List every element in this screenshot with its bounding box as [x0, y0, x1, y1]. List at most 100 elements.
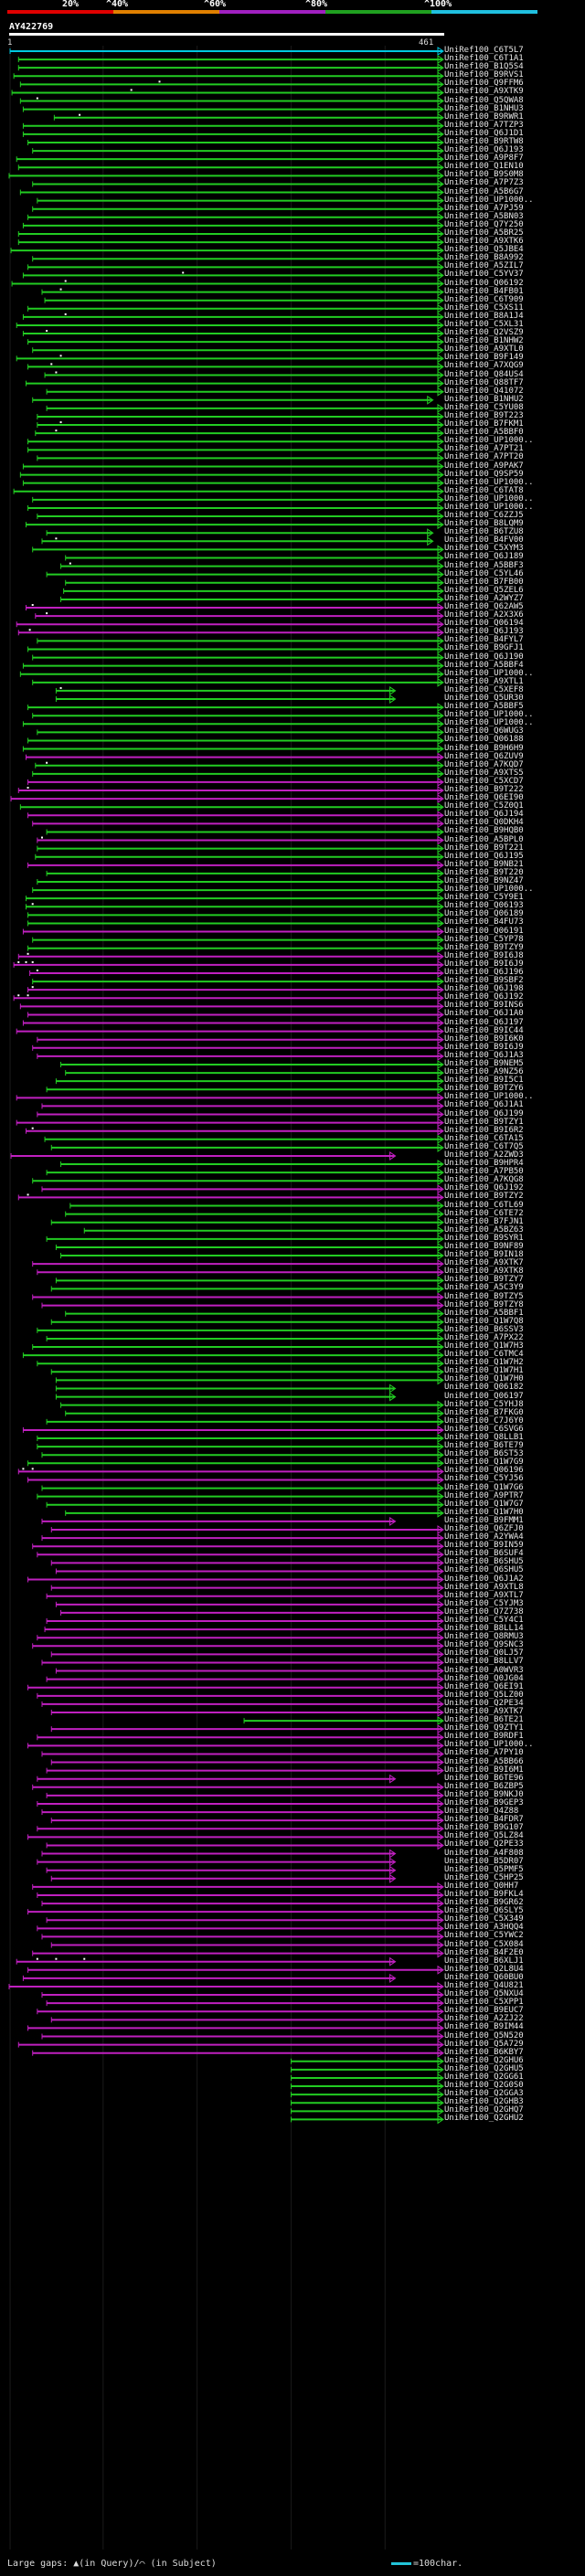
hit-label[interactable]: UniRef100_B6ZBP5	[444, 1781, 524, 1791]
hit-alignment-206[interactable]	[41, 1749, 444, 1759]
hit-label[interactable]: UniRef100_B9IN18	[444, 1250, 524, 1260]
hit-alignment-207[interactable]	[50, 1757, 444, 1767]
hit-alignment-75[interactable]	[22, 661, 444, 671]
hit-alignment-46[interactable]	[37, 420, 444, 429]
hit-alignment-33[interactable]	[22, 312, 444, 322]
hit-alignment-139[interactable]	[17, 1193, 444, 1203]
hit-label[interactable]: UniRef100_B1Q5S4	[444, 62, 524, 72]
hit-label[interactable]: UniRef100_Q2GG61	[444, 2072, 524, 2082]
hit-label[interactable]: UniRef100_B9SBF2	[444, 976, 524, 986]
hit-label[interactable]: UniRef100_Q06194	[444, 619, 524, 629]
hit-alignment-95[interactable]	[46, 827, 444, 837]
hit-alignment-131[interactable]	[26, 1126, 444, 1136]
hit-label[interactable]: UniRef100_Q0JG04	[444, 1673, 524, 1683]
hit-alignment-58[interactable]	[26, 520, 444, 530]
hit-alignment-77[interactable]	[32, 677, 444, 687]
hit-label[interactable]: UniRef100_B9IM44	[444, 2022, 524, 2032]
hit-alignment-3[interactable]	[17, 63, 444, 73]
hit-alignment-129[interactable]	[37, 1109, 444, 1119]
hit-label[interactable]: UniRef100_A5C3Y9	[444, 1283, 524, 1293]
hit-label[interactable]: UniRef100_A2X3X6	[444, 610, 524, 620]
hit-label[interactable]: UniRef100_B9I6M1	[444, 1765, 524, 1775]
hit-alignment-132[interactable]	[44, 1134, 444, 1144]
hit-label[interactable]: UniRef100_B9GEP3	[444, 1797, 524, 1807]
hit-alignment-28[interactable]	[22, 270, 444, 281]
hit-alignment-80[interactable]	[27, 703, 444, 713]
hit-alignment-78[interactable]	[55, 685, 397, 695]
hit-label[interactable]: UniRef100_B9I6J9	[444, 1042, 524, 1052]
hit-label[interactable]: UniRef100_B8LQM9	[444, 519, 524, 529]
hit-label[interactable]: UniRef100_Q1W7G9	[444, 1458, 524, 1468]
hit-label[interactable]: UniRef100_A5BBF3	[444, 560, 524, 570]
hit-alignment-146[interactable]	[60, 1251, 444, 1260]
hit-label[interactable]: UniRef100_Q6J192	[444, 1183, 524, 1193]
hit-label[interactable]: UniRef100_A7PX22	[444, 1332, 524, 1342]
hit-alignment-20[interactable]	[32, 204, 444, 214]
hit-label[interactable]: UniRef100_B9I6J8	[444, 950, 524, 960]
hit-label[interactable]: UniRef100_A5BZ63	[444, 1224, 524, 1235]
hit-label[interactable]: UniRef100_C5YJ56	[444, 1474, 524, 1484]
hit-label[interactable]: UniRef100_UP1000..	[444, 1092, 534, 1102]
hit-alignment-174[interactable]	[41, 1483, 444, 1493]
hit-label[interactable]: UniRef100_Q5JBE4	[444, 245, 524, 255]
hit-alignment-122[interactable]	[37, 1051, 444, 1061]
hit-alignment-70[interactable]	[16, 620, 444, 630]
hit-alignment-22[interactable]	[22, 220, 444, 230]
hit-label[interactable]: UniRef100_B5DR07	[444, 1856, 524, 1866]
hit-label[interactable]: UniRef100_B9TZY1	[444, 1117, 524, 1127]
hit-alignment-68[interactable]	[26, 603, 444, 612]
hit-label[interactable]: UniRef100_A9XTK8	[444, 1267, 524, 1277]
hit-label[interactable]: UniRef100_A7XQG9	[444, 361, 524, 371]
hit-alignment-47[interactable]	[35, 429, 444, 439]
hit-alignment-145[interactable]	[55, 1243, 444, 1252]
hit-alignment-229[interactable]	[50, 1940, 444, 1950]
hit-label[interactable]: UniRef100_Q6ZUV9	[444, 751, 524, 761]
hit-alignment-31[interactable]	[44, 295, 444, 305]
hit-label[interactable]: UniRef100_Q8RMU3	[444, 1632, 524, 1642]
hit-alignment-56[interactable]	[27, 504, 444, 513]
hit-label[interactable]: UniRef100_Q2GHU2	[444, 2114, 524, 2124]
hit-alignment-127[interactable]	[16, 1093, 444, 1103]
hit-alignment-150[interactable]	[50, 1284, 444, 1294]
hit-label[interactable]: UniRef100_A7PT21	[444, 444, 524, 454]
hit-label[interactable]: UniRef100_Q6J189	[444, 552, 524, 562]
hit-label[interactable]: UniRef100_Q5QWA8	[444, 95, 524, 105]
hit-label[interactable]: UniRef100_C5YJM3	[444, 1598, 524, 1608]
hit-label[interactable]: UniRef100_C5YV37	[444, 270, 524, 280]
hit-alignment-209[interactable]	[37, 1774, 397, 1784]
hit-label[interactable]: UniRef100_Q5N520	[444, 2030, 524, 2041]
hit-label[interactable]: UniRef100_Q84US4	[444, 369, 524, 379]
hit-label[interactable]: UniRef100_Q5PMF5	[444, 1864, 524, 1874]
hit-label[interactable]: UniRef100_Q06196	[444, 1466, 524, 1476]
hit-alignment-85[interactable]	[22, 744, 444, 754]
hit-label[interactable]: UniRef100_Q9SP59	[444, 469, 524, 479]
hit-alignment-143[interactable]	[83, 1225, 444, 1235]
hit-label[interactable]: UniRef100_Q6WUG3	[444, 726, 524, 737]
hit-label[interactable]: UniRef100_C5XYM3	[444, 544, 524, 554]
hit-alignment-98[interactable]	[35, 852, 444, 862]
hit-alignment-51[interactable]	[22, 461, 444, 472]
hit-alignment-19[interactable]	[37, 196, 444, 206]
hit-label[interactable]: UniRef100_Q6J199	[444, 1108, 524, 1118]
hit-label[interactable]: UniRef100_Q7Z738	[444, 1606, 524, 1617]
hit-label[interactable]: UniRef100_C5X349	[444, 1914, 524, 1924]
hit-label[interactable]: UniRef100_B6ST53	[444, 1449, 524, 1459]
hit-label[interactable]: UniRef100_A5BBF0	[444, 428, 524, 438]
hit-label[interactable]: UniRef100_A9PAK7	[444, 461, 524, 471]
hit-label[interactable]: UniRef100_Q2GGA3	[444, 2089, 524, 2099]
hit-label[interactable]: UniRef100_Q06197	[444, 1391, 524, 1401]
hit-label[interactable]: UniRef100_A5BPL0	[444, 834, 524, 844]
hit-alignment-159[interactable]	[37, 1359, 444, 1369]
hit-alignment-117[interactable]	[27, 1010, 444, 1020]
hit-label[interactable]: UniRef100_Q6J1A2	[444, 1574, 524, 1584]
hit-alignment-172[interactable]	[17, 1467, 444, 1477]
hit-alignment-63[interactable]	[60, 561, 444, 571]
hit-alignment-187[interactable]	[46, 1591, 444, 1601]
hit-label[interactable]: UniRef100_Q62AW5	[444, 602, 524, 612]
hit-label[interactable]: UniRef100_Q88TF7	[444, 377, 524, 387]
hit-alignment-205[interactable]	[27, 1741, 444, 1751]
hit-alignment-168[interactable]	[37, 1434, 444, 1443]
hit-alignment-40[interactable]	[44, 370, 444, 380]
hit-alignment-170[interactable]	[41, 1450, 444, 1460]
hit-alignment-123[interactable]	[60, 1060, 444, 1069]
